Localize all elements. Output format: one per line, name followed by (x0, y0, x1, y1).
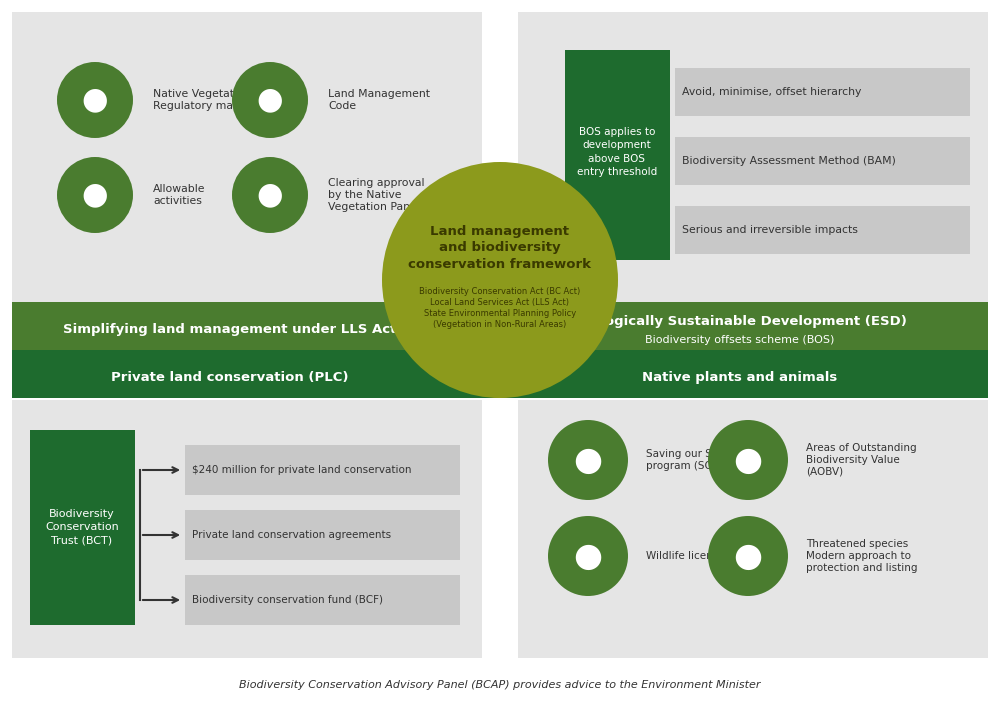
Circle shape (232, 157, 308, 233)
Text: Clearing approval
by the Native
Vegetation Panel: Clearing approval by the Native Vegetati… (328, 177, 424, 212)
Bar (675, 68, 970, 116)
Circle shape (232, 62, 308, 138)
Text: ●: ● (733, 539, 763, 573)
Text: Land Management
Code: Land Management Code (328, 89, 430, 111)
Text: Biodiversity
Conservation
Trust (BCT): Biodiversity Conservation Trust (BCT) (45, 509, 119, 545)
Text: Wildlife licensing: Wildlife licensing (646, 551, 734, 561)
Text: ●: ● (257, 180, 283, 209)
Text: Simplifying land management under LLS Act: Simplifying land management under LLS Ac… (63, 324, 397, 337)
Bar (30, 430, 135, 625)
Text: Biodiversity Assessment Method (BAM): Biodiversity Assessment Method (BAM) (682, 156, 896, 166)
Circle shape (57, 157, 133, 233)
Text: Allowable
activities: Allowable activities (153, 184, 206, 206)
Bar (12, 400, 482, 658)
Bar (12, 12, 482, 302)
Bar (518, 400, 988, 658)
Circle shape (708, 516, 788, 596)
Bar (518, 12, 988, 302)
Text: Serious and irreversible impacts: Serious and irreversible impacts (682, 225, 858, 235)
Text: Biodiversity Conservation Advisory Panel (BCAP) provides advice to the Environme: Biodiversity Conservation Advisory Panel… (239, 680, 761, 690)
Text: Ecologically Sustainable Development (ESD): Ecologically Sustainable Development (ES… (574, 315, 906, 329)
Text: ●: ● (82, 180, 108, 209)
Text: Biodiversity offsets scheme (BOS): Biodiversity offsets scheme (BOS) (645, 335, 835, 345)
Text: ●: ● (82, 86, 108, 115)
Text: BOS applies to
development
above BOS
entry threshold: BOS applies to development above BOS ent… (577, 127, 657, 177)
Bar (185, 575, 460, 625)
Text: Biodiversity Conservation Act (BC Act)
Local Land Services Act (LLS Act)
State E: Biodiversity Conservation Act (BC Act) L… (419, 287, 581, 329)
Bar (12, 350, 988, 398)
Text: ●: ● (573, 539, 603, 573)
Text: $240 million for private land conservation: $240 million for private land conservati… (192, 465, 412, 475)
Text: Native plants and animals: Native plants and animals (642, 371, 838, 385)
Text: Threatened species
Modern approach to
protection and listing: Threatened species Modern approach to pr… (806, 539, 918, 573)
Text: Land management
and biodiversity
conservation framework: Land management and biodiversity conserv… (409, 225, 592, 271)
Text: ●: ● (733, 443, 763, 477)
Circle shape (548, 420, 628, 500)
Bar (185, 510, 460, 560)
Text: Private land conservation (PLC): Private land conservation (PLC) (111, 371, 349, 385)
Circle shape (548, 516, 628, 596)
Text: Private land conservation agreements: Private land conservation agreements (192, 530, 391, 540)
Circle shape (57, 62, 133, 138)
Bar (675, 206, 970, 254)
Bar (565, 50, 670, 260)
Circle shape (382, 162, 618, 398)
Text: Biodiversity conservation fund (BCF): Biodiversity conservation fund (BCF) (192, 595, 383, 605)
Bar (185, 445, 460, 495)
Bar (675, 137, 970, 185)
Text: Native Vegetation
Regulatory map: Native Vegetation Regulatory map (153, 89, 251, 111)
Text: Areas of Outstanding
Biodiversity Value
(AOBV): Areas of Outstanding Biodiversity Value … (806, 443, 917, 477)
Text: ●: ● (573, 443, 603, 477)
Text: ●: ● (257, 86, 283, 115)
Bar (12, 302, 988, 350)
Text: Avoid, minimise, offset hierarchy: Avoid, minimise, offset hierarchy (682, 87, 861, 97)
Text: Saving our Species
program (SOS): Saving our Species program (SOS) (646, 449, 746, 471)
Circle shape (708, 420, 788, 500)
